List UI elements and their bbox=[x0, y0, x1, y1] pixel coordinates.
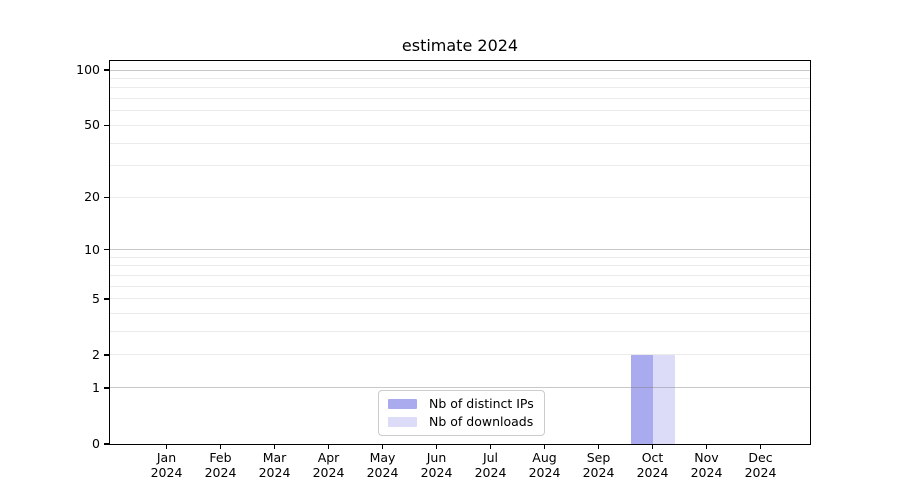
x-tick-label-feb: Feb 2024 bbox=[204, 450, 237, 480]
x-tick-mark-may bbox=[381, 444, 384, 449]
legend-item-downloads: Nb of downloads bbox=[388, 415, 534, 429]
y-tick-mark-2 bbox=[104, 354, 109, 356]
y-tick-mark-5 bbox=[104, 298, 109, 300]
gridline-minor-7 bbox=[110, 275, 810, 277]
x-tick-label-jan: Jan 2024 bbox=[150, 450, 183, 480]
x-tick-mark-sep bbox=[597, 444, 600, 449]
x-tick-mark-mar bbox=[273, 444, 276, 449]
x-tick-label-jun: Jun 2024 bbox=[420, 450, 453, 480]
gridline-major-1 bbox=[110, 387, 810, 389]
y-tick-label-5: 5 bbox=[92, 290, 100, 306]
chart-title: estimate 2024 bbox=[401, 36, 519, 55]
y-tick-label-10: 10 bbox=[84, 241, 100, 257]
legend-swatch-downloads bbox=[388, 417, 417, 427]
gridline-major-100 bbox=[110, 69, 810, 71]
legend-item-distinct-ips: Nb of distinct IPs bbox=[388, 397, 534, 411]
legend-label-downloads: Nb of downloads bbox=[429, 414, 534, 429]
gridline-minor-50 bbox=[110, 124, 810, 126]
x-tick-label-apr: Apr 2024 bbox=[312, 450, 345, 480]
x-tick-label-may: May 2024 bbox=[366, 450, 399, 480]
plot-area bbox=[110, 61, 810, 444]
x-tick-label-aug: Aug 2024 bbox=[528, 450, 561, 480]
x-tick-mark-aug bbox=[543, 444, 546, 449]
x-tick-label-mar: Mar 2024 bbox=[258, 450, 291, 480]
x-tick-label-dec: Dec 2024 bbox=[744, 450, 777, 480]
gridline-minor-80 bbox=[110, 87, 810, 89]
bar-nb-of-distinct-ips-oct bbox=[630, 354, 653, 444]
x-tick-mark-nov bbox=[705, 444, 708, 449]
y-tick-label-100: 100 bbox=[76, 62, 100, 78]
x-tick-label-jul: Jul 2024 bbox=[474, 450, 507, 480]
y-tick-label-1: 1 bbox=[92, 379, 100, 395]
gridline-minor-8 bbox=[110, 265, 810, 267]
x-tick-mark-jul bbox=[489, 444, 492, 449]
gridline-minor-30 bbox=[110, 165, 810, 167]
gridline-minor-6 bbox=[110, 285, 810, 287]
gridline-minor-4 bbox=[110, 313, 810, 315]
x-tick-label-oct: Oct 2024 bbox=[636, 450, 669, 480]
gridline-minor-2 bbox=[110, 354, 810, 356]
x-tick-mark-jan bbox=[165, 444, 168, 449]
bar-nb-of-downloads-oct bbox=[652, 354, 675, 444]
x-tick-mark-apr bbox=[327, 444, 330, 449]
gridline-minor-5 bbox=[110, 298, 810, 300]
gridline-minor-60 bbox=[110, 110, 810, 112]
gridline-minor-90 bbox=[110, 78, 810, 80]
y-tick-label-2: 2 bbox=[92, 346, 100, 362]
gridline-minor-70 bbox=[110, 98, 810, 100]
gridline-minor-40 bbox=[110, 142, 810, 144]
y-tick-mark-20 bbox=[104, 196, 109, 199]
y-tick-mark-50 bbox=[104, 124, 109, 127]
legend-label-distinct-ips: Nb of distinct IPs bbox=[429, 396, 534, 411]
x-tick-label-sep: Sep 2024 bbox=[582, 450, 615, 480]
legend-swatch-distinct-ips bbox=[388, 399, 417, 409]
x-tick-label-nov: Nov 2024 bbox=[690, 450, 723, 480]
x-tick-mark-oct bbox=[651, 444, 654, 449]
y-tick-label-20: 20 bbox=[84, 189, 100, 205]
y-tick-mark-10 bbox=[104, 249, 109, 251]
y-tick-mark-100 bbox=[104, 69, 109, 71]
gridline-minor-3 bbox=[110, 331, 810, 333]
x-tick-mark-feb bbox=[219, 444, 222, 449]
x-tick-mark-jun bbox=[435, 444, 438, 449]
legend: Nb of distinct IPs Nb of downloads bbox=[378, 390, 545, 436]
gridline-major-10 bbox=[110, 249, 810, 251]
gridline-minor-20 bbox=[110, 196, 810, 198]
gridline-minor-9 bbox=[110, 256, 810, 258]
y-tick-mark-0 bbox=[104, 443, 109, 445]
y-tick-label-50: 50 bbox=[84, 117, 100, 133]
x-tick-mark-dec bbox=[759, 444, 762, 449]
y-tick-label-0: 0 bbox=[92, 436, 100, 451]
y-tick-mark-1 bbox=[104, 387, 109, 389]
